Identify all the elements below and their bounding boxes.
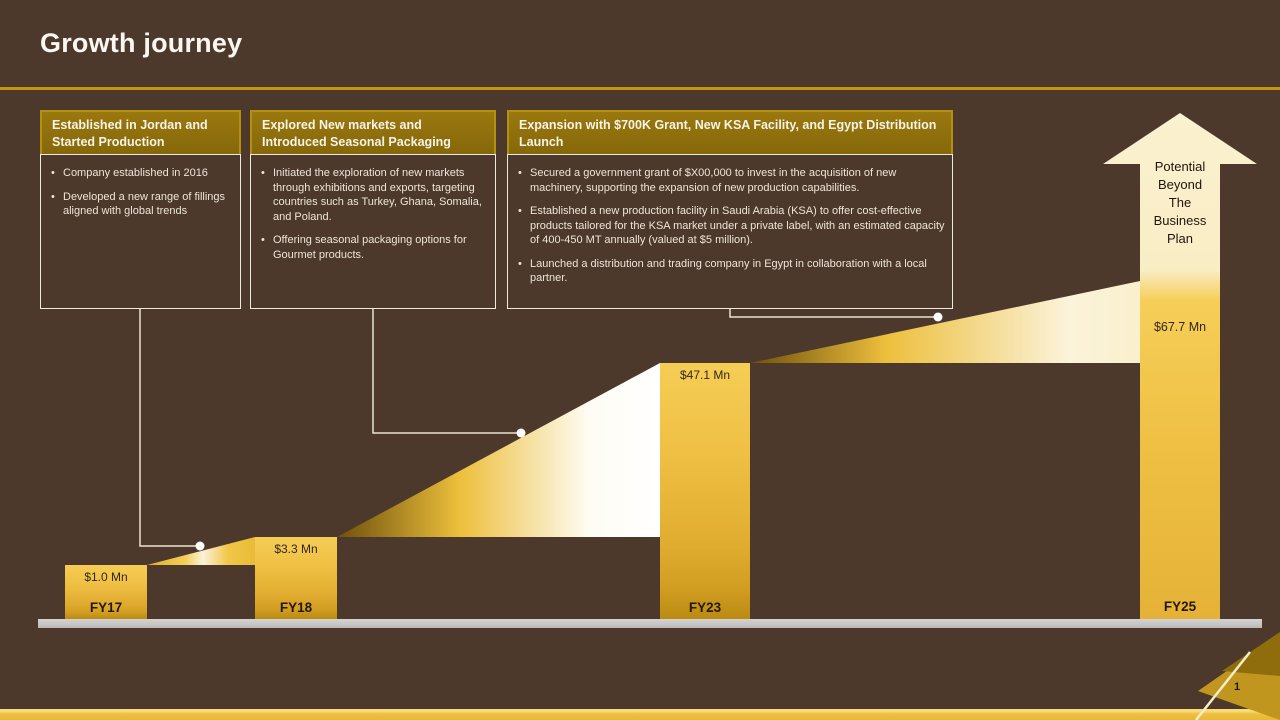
arrow-annotation: Potential Beyond The Business Plan (1153, 159, 1207, 246)
ribbon-fy17-fy18 (147, 537, 255, 565)
connector-dot-callout-2 (516, 428, 526, 438)
callout-body: Company established in 2016 Developed a … (40, 154, 241, 309)
connector-dot-callout-3 (933, 312, 943, 322)
callout-header: Explored New markets and Introduced Seas… (250, 110, 496, 154)
ribbon-fy23-fy25 (750, 281, 1140, 363)
bullet-item: Developed a new range of fillings aligne… (45, 190, 234, 219)
callout-body: Secured a government grant of $X00,000 t… (507, 154, 953, 309)
page-title: Growth journey (40, 28, 243, 58)
callout-box-new-markets: Explored New markets and Introduced Seas… (250, 110, 496, 309)
bar-value-label: $47.1 Mn (679, 368, 731, 382)
callout-box-expansion: Expansion with $700K Grant, New KSA Faci… (507, 110, 953, 309)
chart-baseline (38, 619, 1262, 628)
connector-line-callout-2 (372, 308, 517, 434)
bullet-item: Secured a government grant of $X00,000 t… (512, 166, 946, 195)
callout-box-established-jordan: Established in Jordan and Started Produc… (40, 110, 241, 309)
fy25-growth-arrow (1103, 113, 1257, 620)
bullet-list: Company established in 2016 Developed a … (45, 166, 234, 219)
connector-line-callout-3 (729, 308, 934, 318)
callout-header: Expansion with $700K Grant, New KSA Faci… (507, 110, 953, 154)
callout-body: Initiated the exploration of new markets… (250, 154, 496, 309)
bullet-item: Established a new production facility in… (512, 204, 946, 248)
bar-category-label: FY23 (688, 600, 722, 615)
bar-category-label: FY18 (279, 600, 313, 615)
bar-fy17: $1.0 Mn FY17 (65, 565, 147, 619)
bullet-item: Company established in 2016 (45, 166, 234, 181)
bullet-list: Initiated the exploration of new markets… (255, 166, 489, 262)
corner-decoration (1195, 632, 1280, 720)
arrow-category-label: FY25 (1163, 599, 1197, 614)
connector-line-callout-1 (139, 308, 197, 547)
title-divider-line (0, 87, 1280, 90)
bar-category-label: FY17 (89, 600, 123, 615)
bar-fy23: $47.1 Mn FY23 (660, 363, 750, 619)
corner-triangle-dark (1222, 632, 1280, 676)
corner-highlight-line (1195, 651, 1251, 720)
page-number: 1 (1233, 681, 1241, 693)
bar-value-label: $1.0 Mn (84, 570, 128, 584)
connector-dot-callout-1 (195, 541, 205, 551)
footer-accent-bar (0, 709, 1280, 720)
bar-fy18: $3.3 Mn FY18 (255, 537, 337, 619)
arrow-value-label: $67.7 Mn (1153, 320, 1207, 334)
bar-value-label: $3.3 Mn (274, 542, 318, 556)
callout-header: Established in Jordan and Started Produc… (40, 110, 241, 154)
bullet-item: Offering seasonal packaging options for … (255, 233, 489, 262)
bullet-item: Launched a distribution and trading comp… (512, 257, 946, 286)
bullet-item: Initiated the exploration of new markets… (255, 166, 489, 224)
ribbon-fy18-fy23 (337, 363, 660, 537)
bullet-list: Secured a government grant of $X00,000 t… (512, 166, 946, 286)
